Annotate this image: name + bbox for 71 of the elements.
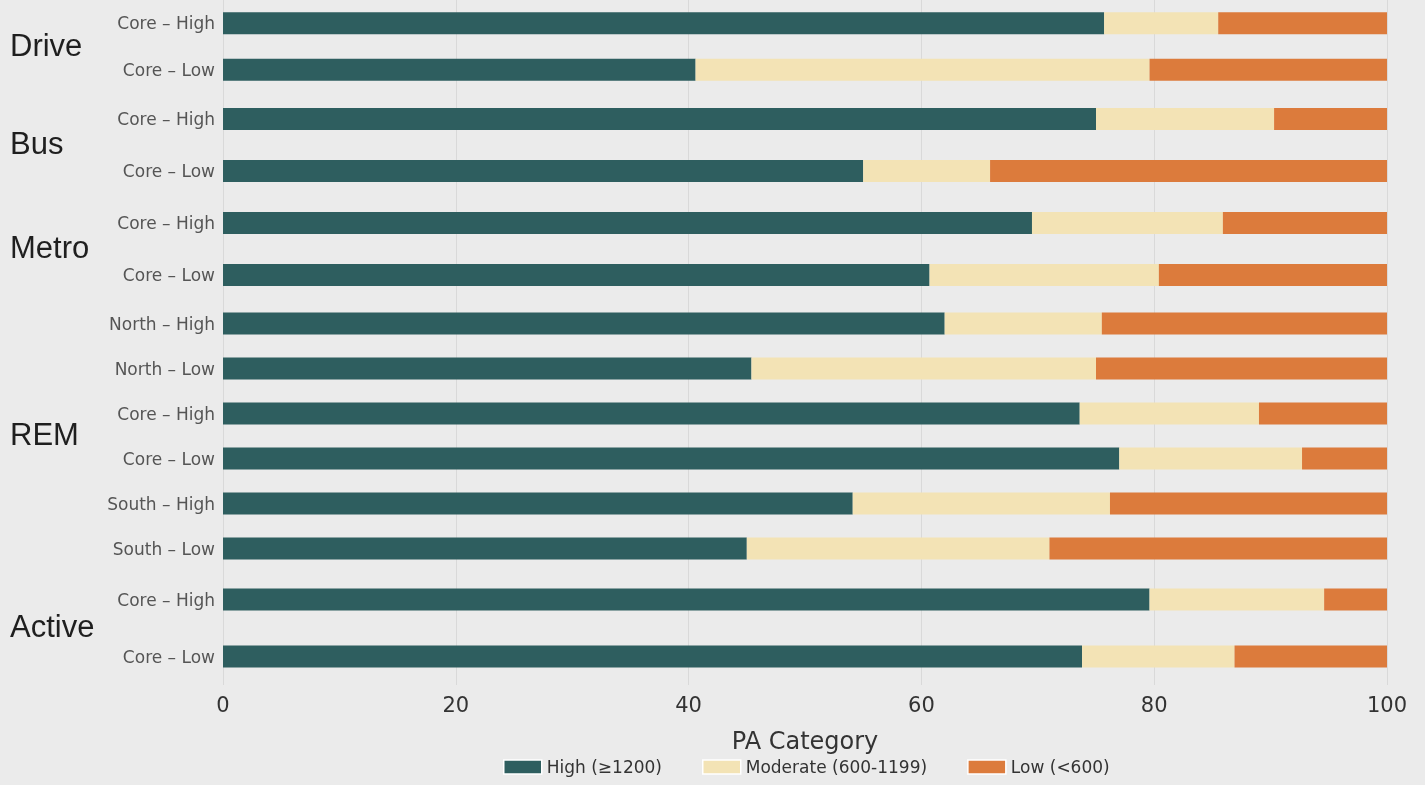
text: Active [10,608,95,644]
y-tick-label: Core – Low [122,448,216,469]
y-tick-label: North – High [109,313,215,334]
bar [1096,357,1387,380]
text: Drive [10,27,83,63]
bar [1096,108,1275,130]
bar [223,58,696,81]
x-tick-label: 40 [675,692,702,717]
y-tick-label: Core – Low [122,265,216,285]
bar [1158,264,1387,286]
y-tick-label: South – High [107,493,215,514]
x-tick-label: 60 [908,692,935,717]
y-tick-label: Core – Low [122,646,216,667]
y-tick-label: Core – High [117,109,215,129]
bar [1079,402,1259,425]
x-tick-label: 20 [442,692,470,717]
bar [1109,492,1387,515]
x-tick-label: 0 [216,692,230,717]
bar [1149,588,1325,611]
bar [1302,447,1387,470]
bar [746,537,1050,560]
bar [1049,537,1387,560]
x-axis-title: PA Category [731,727,879,755]
bar [223,402,1080,425]
bar [223,588,1150,611]
bar [223,537,747,560]
legend-label: High (≥1200) [546,757,662,777]
text: REM [10,416,79,452]
bar [1104,12,1219,35]
y-tick-label: Core – High [117,589,215,610]
bar [223,357,752,380]
bar [990,160,1387,182]
bar [695,58,1150,81]
bar [1218,12,1387,35]
bar [223,108,1096,130]
bar [1274,108,1387,130]
bar [1324,588,1387,611]
bar [223,212,1032,234]
bar [1119,447,1303,470]
text: Metro [10,229,90,265]
bar [852,492,1110,515]
y-tick-label: Core – Low [122,59,216,80]
bar [863,160,991,182]
text: Bus [10,125,64,161]
y-tick-label: Core – High [117,13,215,34]
x-tick-label: 80 [1140,692,1168,717]
bar [1149,58,1387,81]
bar [1101,312,1387,335]
bar [1222,212,1387,234]
y-tick-label: Core – Low [122,161,216,181]
bar [223,447,1120,470]
y-tick-label: Core – High [117,213,215,233]
bar [223,645,1083,668]
bar [1082,645,1235,668]
bar [944,312,1102,335]
y-tick-label: Core – High [117,403,215,424]
y-tick-label: North – Low [114,358,216,379]
legend-label: Moderate (600-1199) [745,757,928,777]
bar [929,264,1159,286]
bar [1031,212,1223,234]
bar [223,312,945,335]
bar [751,357,1096,380]
bar [223,264,930,286]
bar [1234,645,1387,668]
y-tick-label: South – Low [112,538,216,559]
bar [223,12,1105,35]
bar [1258,402,1387,425]
x-tick-label: 100 [1366,692,1408,717]
bar [223,492,853,515]
bar [223,160,864,182]
legend-label: Low (<600) [1010,757,1110,777]
